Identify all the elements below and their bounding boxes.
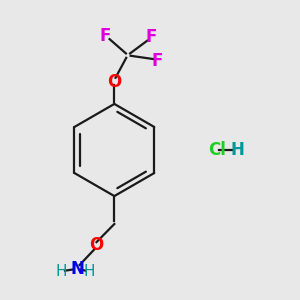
Text: O: O [107, 73, 122, 91]
Text: Cl: Cl [208, 141, 226, 159]
Text: O: O [89, 236, 103, 254]
Text: N: N [70, 260, 84, 278]
Text: H: H [231, 141, 244, 159]
Text: F: F [152, 52, 163, 70]
Text: F: F [100, 27, 111, 45]
Text: H: H [55, 264, 67, 279]
Text: H: H [83, 264, 95, 279]
Text: F: F [146, 28, 157, 46]
